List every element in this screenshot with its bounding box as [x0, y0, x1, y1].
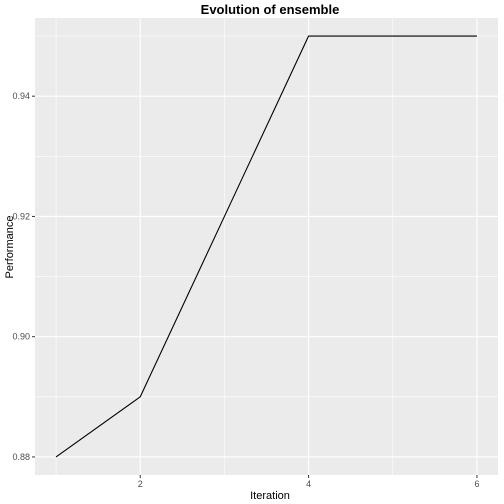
- x-axis-title: Iteration: [250, 490, 290, 502]
- y-axis: 0.88 0.90 0.92 0.94: [12, 91, 35, 462]
- y-tick-label: 0.94: [12, 91, 30, 101]
- grid-minor: [35, 18, 498, 475]
- grid-major: [35, 18, 498, 475]
- y-tick-label: 0.92: [12, 211, 30, 221]
- x-tick-label: 6: [474, 479, 479, 489]
- y-tick-label: 0.90: [12, 332, 30, 342]
- y-tick-label: 0.88: [12, 452, 30, 462]
- y-axis-title: Performance: [4, 216, 16, 279]
- series-line: [55, 35, 477, 458]
- chart-title: Evolution of ensemble: [201, 2, 340, 17]
- x-tick-label: 2: [138, 479, 143, 489]
- plot-panel: [35, 18, 498, 475]
- series-layer: [55, 35, 477, 458]
- x-tick-label: 4: [306, 479, 311, 489]
- x-axis: 2 4 6: [138, 475, 479, 489]
